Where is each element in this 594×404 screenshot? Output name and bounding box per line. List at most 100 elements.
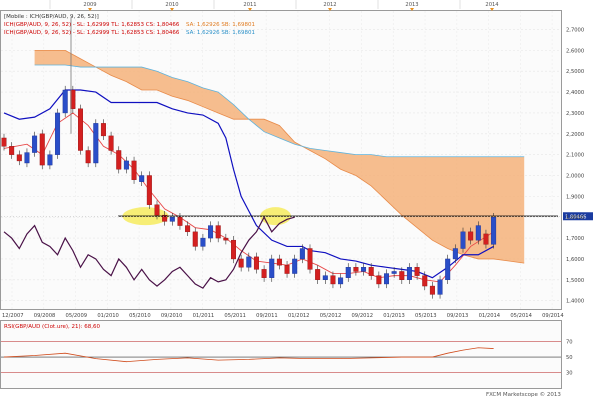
x-tick-label: 01/2011 (193, 313, 215, 319)
bearish-candle (70, 89, 76, 109)
bullish-candle (299, 248, 305, 260)
bearish-candle (468, 231, 474, 241)
x-tick-label: 05/2011 (224, 313, 246, 319)
bearish-candle (131, 160, 137, 180)
bearish-candle (414, 267, 420, 276)
legend-line-2-extra: SA: 1,62926 SB: 1,69801 (186, 30, 255, 36)
bearish-candle (230, 239, 236, 260)
bullish-candle (452, 248, 458, 260)
rsi-title: RSI(GBP/AUD (Clot.ure), 21): 68,60 (4, 324, 100, 330)
senkou-span-b-line (34, 64, 525, 158)
bearish-candle (330, 275, 336, 285)
cloud-fill (34, 50, 525, 264)
bearish-candle (85, 150, 91, 164)
y-tick-label: 2,7000 (566, 28, 584, 34)
bearish-candle (223, 237, 229, 241)
x-tick-label: 05/2014 (510, 313, 532, 319)
year-marker (88, 8, 92, 11)
year-marker (490, 8, 494, 11)
date-axis-labels: 12/2007 09/2008 05/2009 01/2010 05/2010 09/20… (2, 313, 564, 319)
x-tick-label: 01/2013 (383, 313, 405, 319)
bearish-candle (100, 123, 106, 137)
x-tick-label: 09/2011 (256, 313, 278, 319)
bullish-candle (47, 154, 53, 166)
bullish-candle (139, 175, 145, 182)
bullish-candle (491, 217, 497, 245)
bullish-candle (345, 267, 351, 278)
x-tick-label: 09/2008 (34, 313, 56, 319)
y-tick-label: 2,6000 (566, 48, 584, 54)
y-tick-label: 1,6000 (566, 257, 584, 263)
bearish-candle (192, 231, 198, 247)
y-tick-label: 1,9000 (566, 194, 584, 200)
year-label: 2012 (323, 2, 336, 8)
ichimoku-cloud (34, 49, 525, 264)
bullish-candle (62, 89, 68, 114)
bullish-candle (460, 231, 466, 249)
bullish-candle (208, 225, 214, 239)
x-tick-label: 05/2013 (415, 313, 437, 319)
bullish-candle (269, 258, 275, 278)
bearish-candle (253, 256, 259, 270)
bullish-candle (32, 135, 38, 153)
x-tick-label: 05/2010 (129, 313, 151, 319)
x-tick-label: 09/2013 (447, 313, 469, 319)
rsi-line (3, 347, 494, 363)
bearish-candle (215, 225, 221, 239)
rsi-level-label: 50 (566, 355, 573, 361)
bullish-candle (200, 237, 206, 247)
bullish-candle (475, 225, 481, 241)
year-marker (410, 8, 414, 11)
bearish-candle (399, 271, 405, 281)
bullish-candle (93, 123, 99, 164)
x-tick-label: 09/2014 (542, 313, 564, 319)
x-tick-label: 09/2010 (161, 313, 183, 319)
year-marker (248, 8, 252, 11)
bearish-candle (353, 267, 359, 272)
bullish-candle (437, 279, 443, 295)
y-tick-label: 2,2000 (566, 132, 584, 138)
year-marker (170, 8, 174, 11)
y-tick-label: 1,8000 (566, 215, 584, 221)
x-tick-label: 09/2012 (351, 313, 373, 319)
price-axis-labels: 2,7000 2,6000 2,5000 2,4000 2,3000 2,2000 2,10… (566, 28, 584, 305)
y-tick-label: 1,4000 (566, 299, 584, 305)
year-label: 2013 (405, 2, 418, 8)
legend-line-1-extra: SA: 1,62926 SB: 1,69801 (186, 22, 255, 28)
year-labels: 2009 2010 2011 2012 2013 2014 (49, 0, 499, 11)
bearish-candle (154, 204, 160, 216)
bullish-candle (123, 160, 129, 170)
bullish-candle (361, 267, 367, 272)
chikou-line (3, 215, 295, 289)
current-price-tag (563, 212, 593, 221)
bullish-candle (445, 258, 451, 281)
y-tick-label: 1,5000 (566, 278, 584, 284)
bullish-candle (384, 273, 390, 285)
x-tick-label: 05/2012 (320, 313, 342, 319)
y-tick-label: 2,3000 (566, 111, 584, 117)
year-label: 2011 (243, 2, 256, 8)
rsi-level-label: 70 (566, 340, 573, 346)
y-tick-label: 1,7000 (566, 236, 584, 242)
price-overlay: 1,80466 (1, 212, 593, 221)
current-price-label: 1,80466 (565, 214, 586, 220)
chart-title: [Mobile : ICH(GBP/AUD, 9, 26, 52)] (4, 14, 99, 20)
bearish-candle (177, 217, 183, 226)
bearish-candle (261, 269, 267, 278)
bearish-candle (16, 154, 22, 162)
bearish-candle (39, 133, 45, 166)
x-tick-label: 01/2014 (479, 313, 501, 319)
bearish-candle (238, 258, 244, 268)
x-tick-label: 12/2007 (2, 313, 24, 319)
bearish-candle (376, 275, 382, 285)
bullish-candle (338, 277, 344, 285)
year-marker (328, 8, 332, 11)
bearish-candle (368, 267, 374, 276)
y-tick-label: 2,1000 (566, 153, 584, 159)
bullish-candle (246, 256, 252, 268)
bearish-candle (162, 214, 168, 222)
year-label: 2010 (165, 2, 178, 8)
bearish-candle (422, 275, 428, 287)
x-tick-label: 01/2010 (97, 313, 119, 319)
